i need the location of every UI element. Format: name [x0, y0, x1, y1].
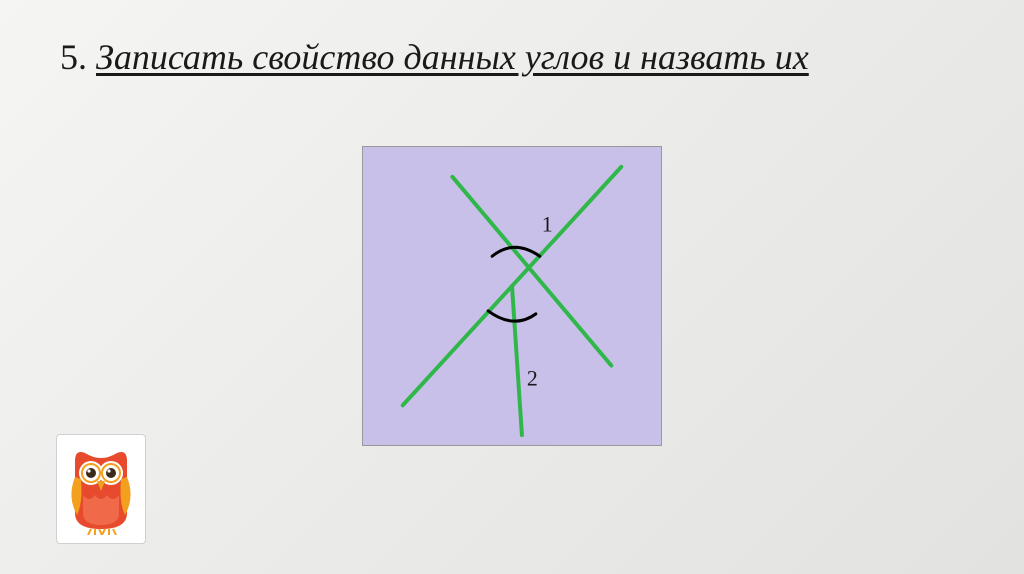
owl-foot-right	[102, 529, 116, 535]
angle-label-1: 1	[542, 212, 553, 236]
question-text: Записать свойство данных углов и назвать…	[96, 37, 809, 77]
angle-label-2: 2	[527, 366, 538, 390]
owl-glint-left	[87, 469, 90, 472]
owl-glint-right	[107, 469, 110, 472]
diagram-line	[512, 286, 522, 435]
owl-belly	[83, 495, 119, 525]
owl-pupil-right	[106, 468, 116, 478]
question-title: 5. Записать свойство данных углов и назв…	[60, 36, 964, 78]
owl-icon	[56, 434, 146, 544]
owl-foot-left	[88, 529, 102, 535]
diagram-svg: 1 2	[363, 147, 661, 445]
question-number: 5.	[60, 37, 96, 77]
owl-pupil-left	[86, 468, 96, 478]
angle-diagram: 1 2	[362, 146, 662, 446]
